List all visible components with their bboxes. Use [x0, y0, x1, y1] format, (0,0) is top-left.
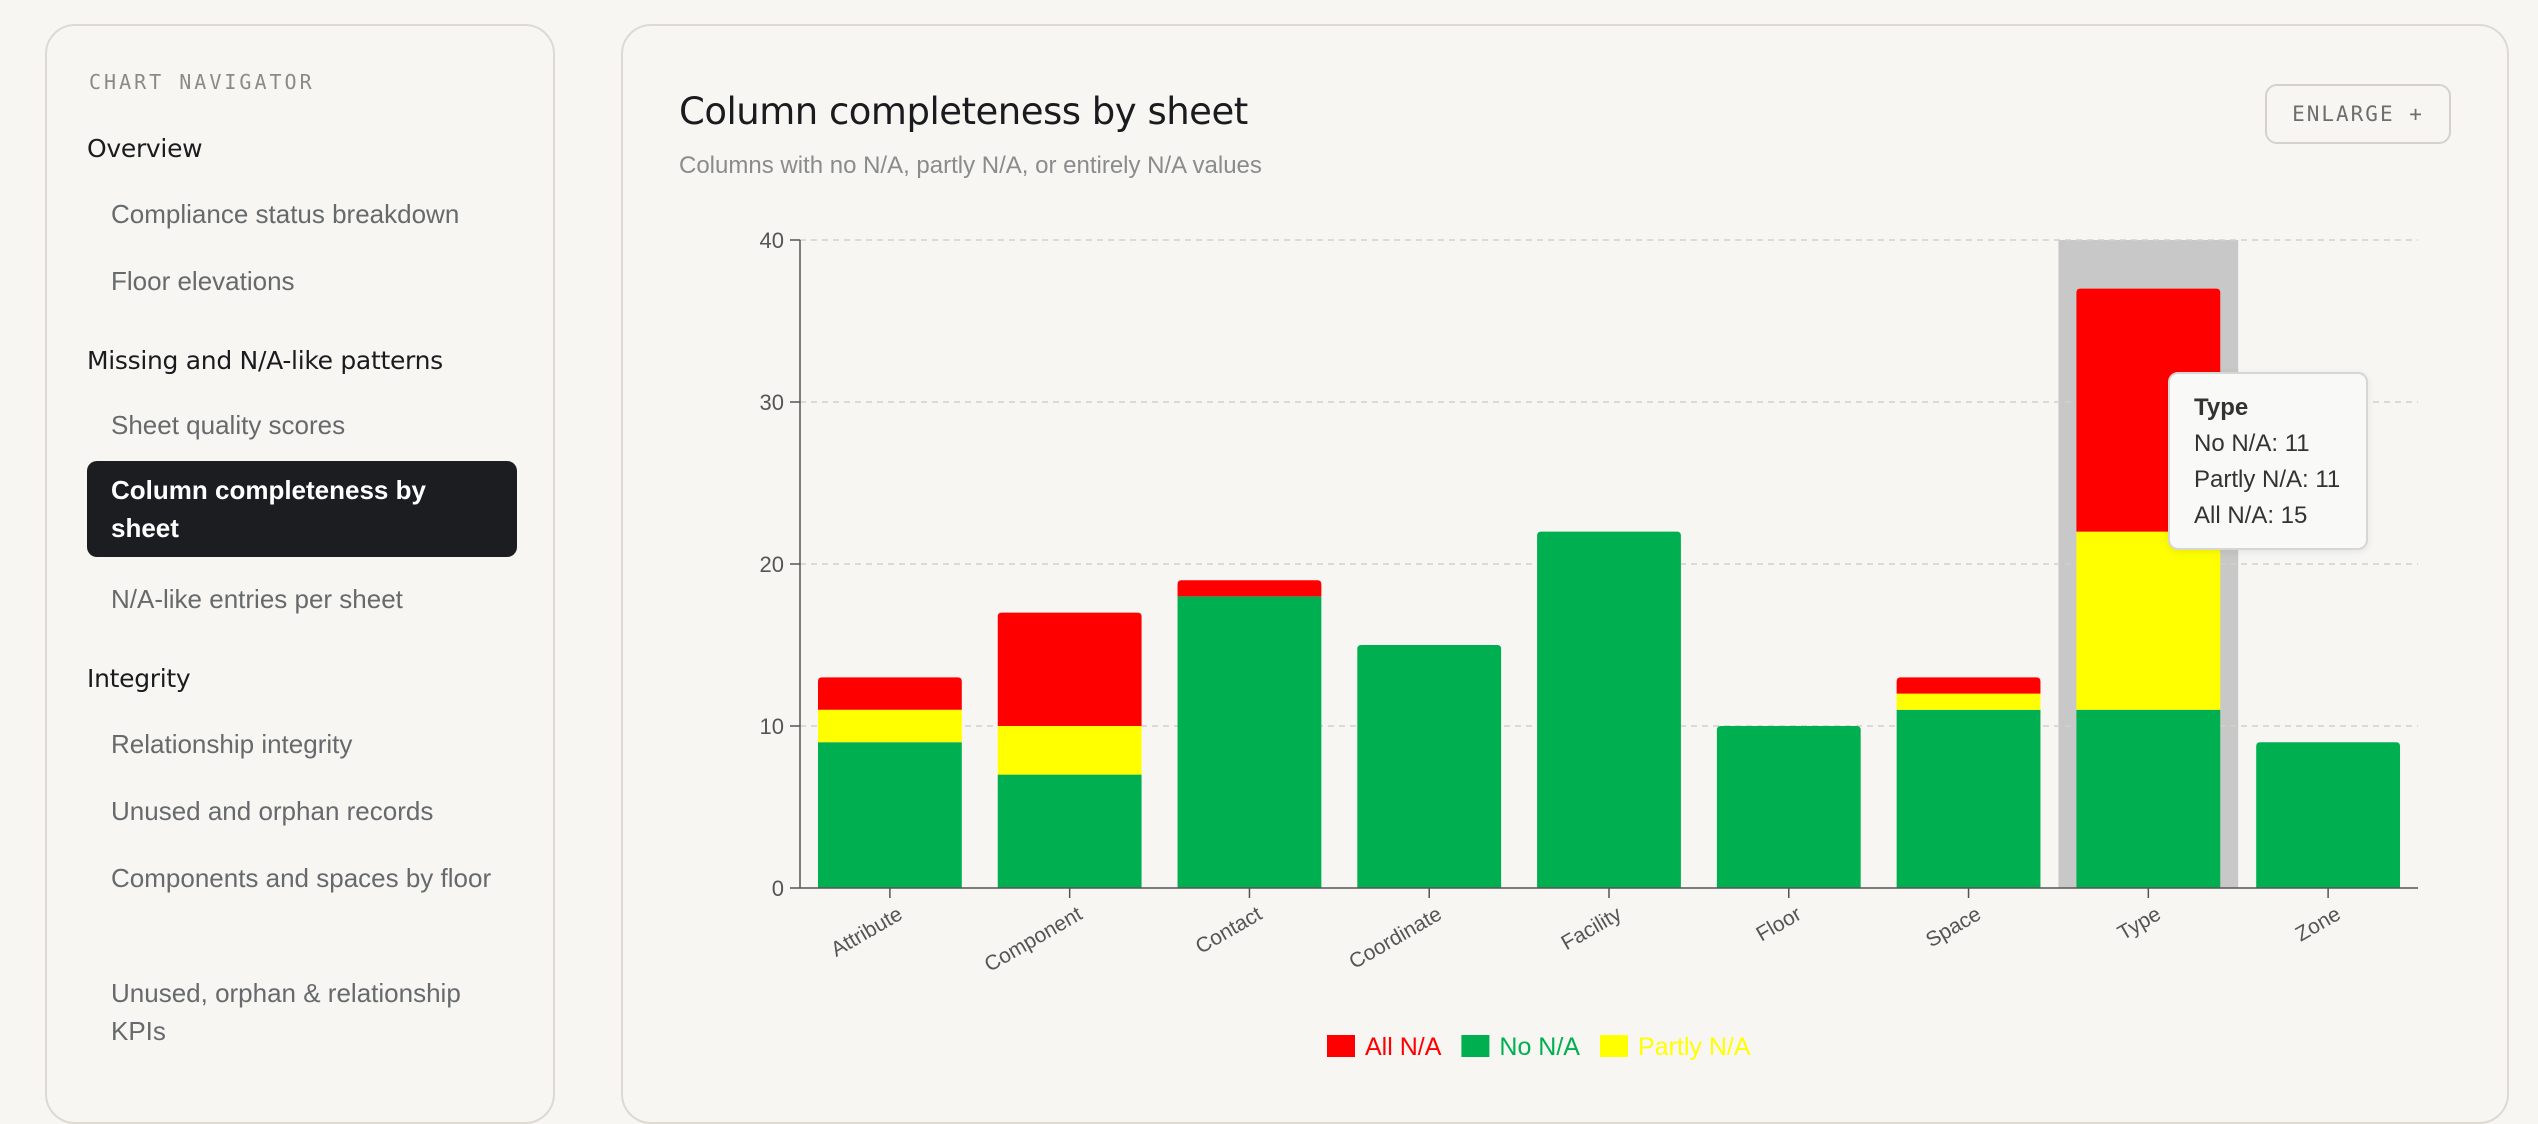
- legend-swatch-no-n-a: [1461, 1035, 1490, 1057]
- tooltip-line-no-na: No N/A: 11: [2194, 430, 2310, 457]
- bar-contact-no-n-a: [1177, 596, 1322, 888]
- x-tick-label-component: Component: [981, 902, 1087, 976]
- stacked-bar-chart: 0 10 20 30 40 Attribute Component Contact Coordi…: [760, 228, 2418, 1061]
- bar-component-all-n-a: [997, 612, 1142, 726]
- y-tick-label: 10: [760, 714, 784, 739]
- sidebar-item-unused-orphan-kpis[interactable]: Unused, orphan & relationship KPIs: [111, 978, 461, 1046]
- bar-coordinate-no-n-a: [1357, 645, 1502, 888]
- enlarge-button[interactable]: ENLARGE +: [2265, 84, 2451, 144]
- bar-attribute-no-n-a: [817, 742, 962, 888]
- bar-attribute-partly-n-a: [817, 709, 962, 743]
- bar-contact-all-n-a: [1177, 580, 1322, 597]
- bar-attribute-all-n-a: [817, 677, 962, 710]
- sidebar-item-floor-elevations[interactable]: Floor elevations: [111, 266, 295, 296]
- bar-facility-no-n-a: [1537, 531, 1681, 888]
- chart-title: Column completeness by sheet: [679, 90, 1248, 133]
- bar-component-no-n-a: [997, 774, 1142, 888]
- legend-label-partly-n-a: Partly N/A: [1638, 1033, 1751, 1061]
- tooltip-line-all-na: All N/A: 15: [2194, 502, 2308, 529]
- x-tick-label-zone: Zone: [2292, 902, 2345, 946]
- sidebar-item-sheet-quality-scores[interactable]: Sheet quality scores: [111, 410, 346, 440]
- chart-subtitle: Columns with no N/A, partly N/A, or enti…: [679, 152, 1262, 179]
- x-tick-label-space: Space: [1922, 902, 1985, 952]
- x-tick-label-coordinate: Coordinate: [1345, 902, 1445, 973]
- bar-floor-no-n-a: [1716, 726, 1861, 888]
- legend-swatch-all-n-a: [1327, 1035, 1355, 1057]
- sidebar-item-column-completeness[interactable]: Column completeness by sheet: [87, 461, 517, 557]
- nav-group-overview: Overview: [87, 134, 203, 163]
- bar-space-all-n-a: [1896, 677, 2041, 694]
- tooltip-title: Type: [2194, 394, 2249, 421]
- x-tick-label-facility: Facility: [1557, 902, 1626, 955]
- bar-tooltip: Type No N/A: 11 Partly N/A: 11 All N/A: …: [2168, 372, 2368, 550]
- sidebar-title: CHART NAVIGATOR: [89, 70, 315, 94]
- legend-label-no-n-a: No N/A: [1499, 1033, 1580, 1061]
- sidebar-item-compliance-status-breakdown[interactable]: Compliance status breakdown: [111, 199, 460, 229]
- x-tick-label-floor: Floor: [1752, 902, 1805, 946]
- y-tick-label: 30: [760, 390, 784, 415]
- x-tick-label-contact: Contact: [1192, 902, 1266, 958]
- sidebar-item-na-entries-per-sheet[interactable]: N/A-like entries per sheet: [111, 584, 403, 614]
- bar-space-no-n-a: [1896, 709, 2041, 888]
- chart-navigator-sidebar: CHART NAVIGATOR Overview Compliance stat…: [45, 24, 555, 1124]
- x-tick-label-type: Type: [2114, 902, 2165, 945]
- legend-swatch-partly-n-a: [1600, 1035, 1628, 1057]
- y-tick-label: 0: [772, 876, 784, 901]
- y-tick-label: 20: [760, 552, 784, 577]
- sidebar-item-components-spaces-by-floor[interactable]: Components and spaces by floor: [111, 863, 492, 893]
- y-tick-label: 40: [760, 228, 784, 253]
- bar-space-partly-n-a: [1896, 693, 2041, 710]
- nav-group-missing-patterns: Missing and N/A-like patterns: [87, 346, 443, 375]
- bar-type-no-n-a: [2076, 709, 2221, 888]
- sidebar-item-relationship-integrity[interactable]: Relationship integrity: [111, 729, 353, 759]
- nav-group-integrity: Integrity: [87, 664, 191, 693]
- x-tick-label-attribute: Attribute: [827, 902, 906, 961]
- bar-zone-no-n-a: [2256, 742, 2401, 888]
- bar-component-partly-n-a: [997, 726, 1142, 775]
- legend-label-all-n-a: All N/A: [1365, 1033, 1442, 1061]
- sidebar-item-unused-orphan-records[interactable]: Unused and orphan records: [111, 796, 434, 826]
- tooltip-line-partly-na: Partly N/A: 11: [2194, 466, 2341, 493]
- bar-type-partly-n-a: [2076, 531, 2221, 710]
